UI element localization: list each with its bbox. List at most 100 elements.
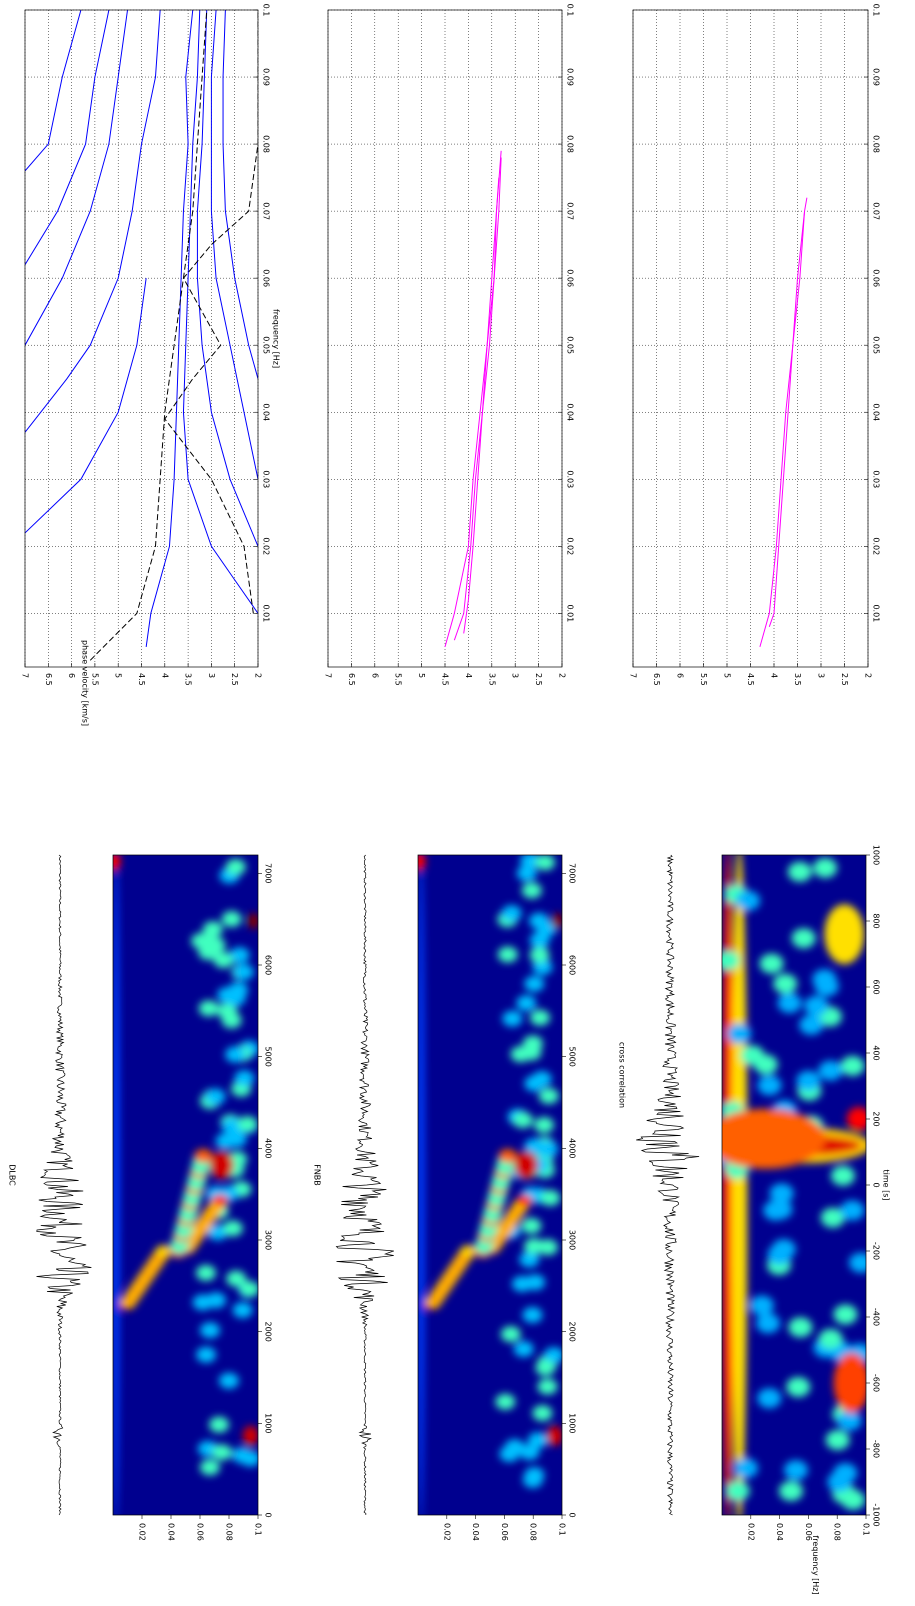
blob (767, 1244, 792, 1265)
blob (191, 933, 212, 950)
blob (722, 950, 740, 971)
y-tick-label: 0.1 (558, 1523, 567, 1536)
blob (759, 953, 784, 974)
x-tick-label: 0.02 (566, 537, 575, 555)
x-tick-label: 7000 (568, 863, 577, 883)
blob (217, 987, 238, 1004)
x-tick-label: 0.07 (872, 202, 881, 220)
blob (211, 1444, 232, 1461)
blob (209, 1151, 234, 1180)
x-tick-label: 0.08 (566, 135, 575, 153)
blob (783, 1460, 808, 1481)
blob (529, 946, 550, 963)
blob (849, 1252, 866, 1273)
x-tick-label: -1000 (872, 1503, 881, 1526)
x-tick-label: 0.02 (872, 537, 881, 555)
blob (788, 1317, 813, 1338)
y-tick-label: 4.5 (441, 673, 450, 686)
line (768, 211, 806, 627)
x-tick-label: 0.06 (566, 269, 575, 287)
line (182, 10, 258, 614)
blob (804, 995, 829, 1016)
x-tick-label: 1000 (568, 1413, 577, 1433)
blob (521, 1217, 542, 1234)
x-tick-label: -200 (872, 1242, 881, 1260)
blob (113, 855, 120, 1515)
blob (727, 1023, 752, 1044)
y-tick-label: 0.08 (225, 1523, 234, 1541)
spectrogram-image (418, 855, 562, 1515)
blob (818, 1328, 843, 1349)
blob (824, 904, 865, 965)
y-tick-label: 0.04 (775, 1523, 784, 1541)
blob (833, 1304, 858, 1325)
line (463, 177, 500, 634)
blob (501, 905, 522, 922)
trace (335, 854, 394, 1516)
blob (523, 1238, 544, 1255)
x-tick-label: 7000 (264, 863, 273, 883)
blob (538, 1141, 559, 1158)
line (759, 197, 808, 648)
blob (532, 959, 553, 976)
blob (233, 963, 254, 980)
y-tick-label: 2.5 (840, 673, 849, 686)
x-tick-label: 0.01 (872, 604, 881, 622)
blob (537, 1378, 558, 1395)
x-tick-label: 1000 (872, 845, 881, 865)
y-tick-label: 7 (324, 673, 333, 678)
y-tick-label: 3.5 (487, 673, 496, 686)
blob (840, 1200, 865, 1221)
line (25, 10, 82, 172)
y-tick-label: 4.5 (746, 673, 755, 686)
blob (221, 911, 242, 928)
blob (540, 1189, 561, 1206)
x-tick-label: -600 (872, 1374, 881, 1392)
y-tick-label: 5 (723, 673, 732, 678)
x-tick-label: 0.03 (566, 470, 575, 488)
x-tick-label: -800 (872, 1440, 881, 1458)
y-tick-label: 2 (254, 673, 263, 678)
blob (516, 865, 537, 882)
x-tick-label: 5000 (568, 1046, 577, 1066)
blob (731, 855, 748, 1515)
y-tick-label: 3 (207, 673, 216, 678)
x-tick-label: 0 (568, 1512, 577, 1517)
x-tick-label: 0.04 (872, 403, 881, 421)
blob (522, 1307, 543, 1324)
line (25, 10, 110, 266)
blob (825, 1430, 850, 1451)
blob (756, 1313, 781, 1334)
blob (199, 1459, 220, 1476)
blob (205, 1088, 226, 1105)
line (25, 278, 147, 534)
blob (202, 921, 223, 938)
blob (196, 1346, 217, 1363)
y-tick-label: 6.5 (44, 673, 53, 686)
x-tick-label: 2000 (568, 1321, 577, 1341)
x-tick-label: 1000 (264, 1413, 273, 1433)
blob (551, 913, 562, 929)
blob (521, 882, 542, 899)
panel-title: DLBC (8, 1164, 17, 1186)
panel-title: cross correlation (618, 1042, 627, 1108)
x-axis-label: frequency [Hz] (272, 309, 281, 368)
blob (532, 1405, 553, 1422)
blob (247, 913, 258, 929)
blob (814, 976, 839, 997)
x-tick-label: 0.08 (872, 135, 881, 153)
blob (225, 858, 246, 875)
line (25, 10, 129, 346)
x-tick-label: 3000 (568, 1230, 577, 1250)
blob (722, 855, 734, 1515)
line (222, 10, 258, 379)
y-tick-label: 5 (114, 673, 123, 678)
blob (535, 1359, 556, 1376)
blob (799, 1014, 824, 1035)
y-tick-label: 0.02 (746, 1523, 755, 1541)
blob (519, 1251, 540, 1268)
x-tick-label: 0.07 (566, 202, 575, 220)
blob (534, 1117, 555, 1134)
x-tick-label: 0 (264, 1512, 273, 1517)
blob (830, 1165, 855, 1186)
